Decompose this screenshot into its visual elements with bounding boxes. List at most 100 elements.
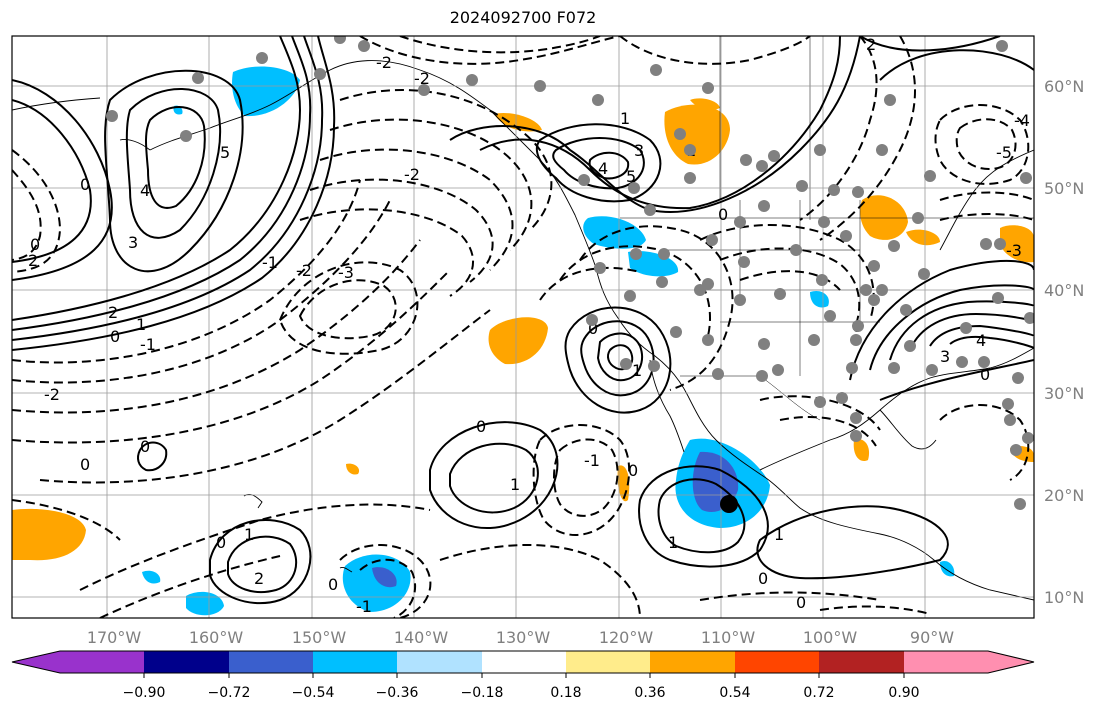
colorbar-tick-label: 0.54	[719, 685, 750, 701]
anomaly-orange-gulf	[853, 439, 870, 462]
anomaly-dark-hawaii	[372, 567, 397, 588]
contour-label: 0	[980, 365, 990, 384]
anomaly-blue-hawaii	[342, 554, 411, 612]
anomaly-orange-great-lakes	[860, 195, 908, 240]
contour-label: 1	[668, 533, 678, 552]
contour-label: 4	[598, 159, 608, 178]
colorbar-segment	[482, 651, 566, 673]
lon-label: 130°W	[496, 628, 551, 647]
contour-label: -1	[356, 597, 372, 616]
contour-label: 1	[510, 475, 520, 494]
contour-label: 3	[940, 347, 950, 366]
anomaly-orange-bc	[664, 104, 730, 165]
colorbar-tick-label: 0.72	[803, 685, 834, 701]
shaded-anomalies	[12, 66, 1034, 616]
anomaly-blue-plains	[810, 290, 829, 308]
lon-label: 140°W	[394, 628, 449, 647]
contour-label: 4	[140, 181, 150, 200]
contour-label: -2	[414, 69, 430, 88]
lat-label: 40°N	[1044, 281, 1084, 300]
colorbar-tick-label: −0.36	[376, 685, 419, 701]
lat-label: 20°N	[1044, 486, 1084, 505]
colorbar-tick-label: 0.18	[550, 685, 581, 701]
lat-label: 30°N	[1044, 384, 1084, 403]
contour-label: -4	[1014, 111, 1030, 130]
colorbar-outline	[11, 650, 1035, 674]
contour-label: 0	[718, 205, 728, 224]
lon-label: 120°W	[599, 628, 654, 647]
lon-label: 100°W	[803, 628, 858, 647]
colorbar-segment	[313, 651, 397, 673]
contour-label: 0	[758, 569, 768, 588]
contour-label: 0	[110, 327, 120, 346]
colorbar-extend-low	[12, 651, 60, 673]
contour-label: 1	[244, 525, 254, 544]
contour-label: -1	[584, 451, 600, 470]
anomaly-orange-ontario	[906, 229, 940, 246]
colorbar-segment	[904, 651, 988, 673]
colorbar-segment	[229, 651, 313, 673]
anomaly-orange-pacific	[488, 317, 548, 365]
contour-label: 5	[626, 167, 636, 186]
anomaly-blue-tropics	[186, 591, 224, 616]
contour-label: -1	[262, 253, 278, 272]
anomaly-orange-west-pacific	[12, 508, 86, 561]
lat-label: 50°N	[1044, 179, 1084, 198]
contour-label: 0	[80, 455, 90, 474]
colorbar-tick-label: −0.54	[292, 685, 335, 701]
colorbar: −0.90 −0.72 −0.54 −0.36 −0.18 0.18 0.36 …	[11, 650, 1035, 701]
lon-label: 170°W	[87, 628, 142, 647]
colorbar-segment	[819, 651, 904, 673]
colorbar-tick-label: 0.90	[888, 685, 919, 701]
contour-label: 0	[80, 175, 90, 194]
colorbar-segment	[650, 651, 735, 673]
contour-label: -2	[44, 385, 60, 404]
colorbar-tick-label: 0.36	[634, 685, 665, 701]
anomaly-blue-aleutian	[232, 66, 300, 117]
colorbar-extend-high	[988, 651, 1034, 673]
contour-label: 4	[976, 331, 986, 350]
contour-label: 0	[476, 417, 486, 436]
contour-label: 3	[634, 141, 644, 160]
contour-label: 0	[628, 461, 638, 480]
contour-label: 1	[632, 361, 642, 380]
anomaly-orange-small	[346, 463, 360, 475]
anomaly-orange-bc-north	[690, 98, 720, 110]
contour-label: -2	[296, 261, 312, 280]
map-frame	[11, 35, 1035, 619]
colorbar-segment	[566, 651, 650, 673]
lon-label: 90°W	[910, 628, 954, 647]
lat-label: 60°N	[1044, 77, 1084, 96]
anomaly-orange-northeast	[1000, 225, 1034, 263]
contour-label: -2	[376, 53, 392, 72]
lon-label: 110°W	[701, 628, 756, 647]
contour-label: -1	[140, 335, 156, 354]
contour-label: 0	[588, 319, 598, 338]
latitude-labels: 60°N 50°N 40°N 30°N 20°N 10°N	[1044, 77, 1084, 607]
colorbar-segment	[397, 651, 482, 673]
contour-label: 1	[136, 315, 146, 334]
location-marker	[720, 495, 738, 513]
contour-label: 5	[220, 143, 230, 162]
contour-label: 2	[254, 569, 264, 588]
contour-label: -3	[1006, 241, 1022, 260]
colorbar-segment	[144, 651, 229, 673]
contour-label: 0	[328, 575, 338, 594]
colorbar-tick-label: −0.72	[208, 685, 251, 701]
anomaly-blue-small	[142, 570, 161, 584]
contour-label: 0	[30, 235, 40, 254]
contour-label: 0	[796, 593, 806, 612]
contour-label: 2	[28, 251, 38, 270]
contour-label: -2	[404, 165, 420, 184]
colorbar-tick-label: −0.90	[123, 685, 166, 701]
lat-label: 10°N	[1044, 588, 1084, 607]
contour-label: -5	[996, 143, 1012, 162]
colorbar-segment	[60, 651, 144, 673]
colorbar-tick-label: −0.18	[461, 685, 504, 701]
lon-label: 150°W	[292, 628, 347, 647]
lon-label: 160°W	[189, 628, 244, 647]
contour-label: 2	[866, 35, 876, 54]
graticule	[12, 36, 1034, 618]
contour-label: 0	[216, 533, 226, 552]
